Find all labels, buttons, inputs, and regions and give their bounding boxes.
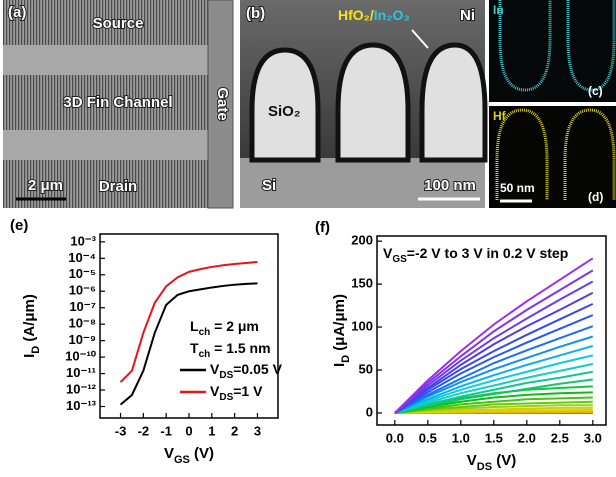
text-part: V — [164, 445, 174, 462]
text-part: GS — [392, 254, 407, 265]
panel-label: (f) — [315, 219, 330, 236]
panel-label: (d) — [588, 190, 603, 204]
x-tick-label: -2 — [138, 423, 150, 438]
panel-label: (e) — [10, 217, 28, 234]
text-part: (V) — [492, 452, 516, 469]
text-part: DS — [219, 370, 233, 381]
panel-d: Hf 50 nm (d) — [489, 106, 616, 208]
x-tick-label: 1.5 — [485, 430, 503, 445]
scale-label: 2 μm — [28, 177, 63, 194]
text-part: =0.05 V — [233, 361, 282, 377]
y-tick-label: 50 — [359, 361, 373, 376]
x-tick-label: -1 — [160, 423, 172, 438]
material-label: HfO₂/In₂O₃ — [338, 7, 410, 23]
x-tick-label: 0 — [185, 423, 192, 438]
x-tick-label: 1.0 — [452, 430, 470, 445]
x-tick-label: 3 — [254, 423, 261, 438]
element-label: In — [493, 3, 504, 17]
x-tick-label: 2.0 — [518, 430, 536, 445]
panel-b: (b) HfO₂/In₂O₃ Ni SiO₂ Si 100 nm — [240, 0, 485, 208]
y-tick-label: 100 — [351, 319, 373, 334]
x-tick-label: 1 — [208, 423, 215, 438]
text-part: D — [340, 355, 352, 363]
text-part: =-2 V to 3 V in 0.2 V step — [407, 245, 568, 261]
legend-label: VDS=1 V — [210, 383, 263, 403]
y-axis-label: ID (A/μm) — [21, 294, 42, 358]
panel-label: (c) — [588, 84, 603, 98]
figure: (a) Source 3D Fin Channel Gate Drain 2 μ… — [0, 0, 616, 477]
y-tick-label: 10⁻⁹ — [69, 332, 97, 347]
panel-a: (a) Source 3D Fin Channel Gate Drain 2 μ… — [3, 0, 233, 208]
y-tick-label: 10⁻¹⁰ — [65, 349, 97, 364]
text-part: =1 V — [233, 383, 263, 399]
y-tick-label: 10⁻⁴ — [68, 250, 96, 265]
region-label: Source — [93, 15, 144, 32]
x-tick-label: 2 — [231, 423, 238, 438]
panel-label: (b) — [246, 5, 265, 22]
y-tick-label: 10⁻³ — [70, 233, 96, 248]
fin-edge — [3, 130, 208, 160]
y-tick-label: 200 — [351, 233, 373, 248]
text-part: V — [467, 452, 477, 469]
substrate-label: Si — [262, 177, 276, 194]
fin-edge — [3, 45, 208, 75]
y-tick-label: 10⁻¹³ — [66, 398, 97, 413]
text-part: (A/μm) — [21, 294, 38, 346]
x-tick-label: 0.0 — [386, 430, 404, 445]
oxide-label: SiO₂ — [268, 103, 301, 120]
text-part: = 1.5 nm — [210, 340, 270, 356]
y-tick-label: 10⁻¹¹ — [66, 365, 96, 380]
text-part: (μA/μm) — [331, 294, 348, 355]
panel-c: In (c) — [489, 0, 616, 102]
text-part: DS — [477, 461, 492, 473]
y-axis-label: ID (μA/μm) — [331, 294, 352, 367]
text-part: = 2 μm — [210, 318, 259, 334]
annotation: Tch = 1.5 nm — [190, 340, 271, 360]
y-tick-label: 10⁻⁶ — [69, 283, 96, 298]
text-part: ch — [199, 327, 211, 338]
annotation: Lch = 2 μm — [190, 318, 259, 338]
annotation: VGS=-2 V to 3 V in 0.2 V step — [383, 245, 568, 265]
y-tick-label: 150 — [351, 276, 373, 291]
x-tick-label: 0.5 — [419, 430, 437, 445]
y-tick-label: 0 — [366, 404, 373, 419]
y-tick-label: 10⁻⁷ — [69, 299, 96, 314]
region-label: 3D Fin Channel — [63, 94, 172, 111]
scale-label: 100 nm — [424, 177, 476, 194]
y-tick-label: 10⁻¹² — [66, 381, 97, 396]
panel-label: (a) — [8, 4, 26, 21]
y-tick-label: 10⁻⁸ — [69, 316, 96, 331]
x-tick-label: -3 — [115, 423, 127, 438]
region-label: Gate — [214, 87, 231, 120]
x-axis-label: VDS (V) — [467, 452, 516, 473]
text-part: D — [30, 346, 42, 354]
text-part: GS — [174, 454, 190, 466]
text-part: ch — [199, 349, 211, 360]
element-label: Hf — [493, 109, 507, 123]
region-label: Drain — [99, 178, 137, 195]
scale-label: 50 nm — [500, 181, 535, 195]
text-part: DS — [219, 392, 233, 403]
metal-label: Ni — [460, 7, 475, 24]
y-tick-label: 10⁻⁵ — [69, 266, 96, 281]
x-tick-label: 2.5 — [551, 430, 569, 445]
x-axis-label: VGS (V) — [164, 445, 214, 466]
text-part: (V) — [190, 445, 214, 462]
legend-label: VDS=0.05 V — [210, 361, 283, 381]
x-tick-label: 3.0 — [584, 430, 602, 445]
